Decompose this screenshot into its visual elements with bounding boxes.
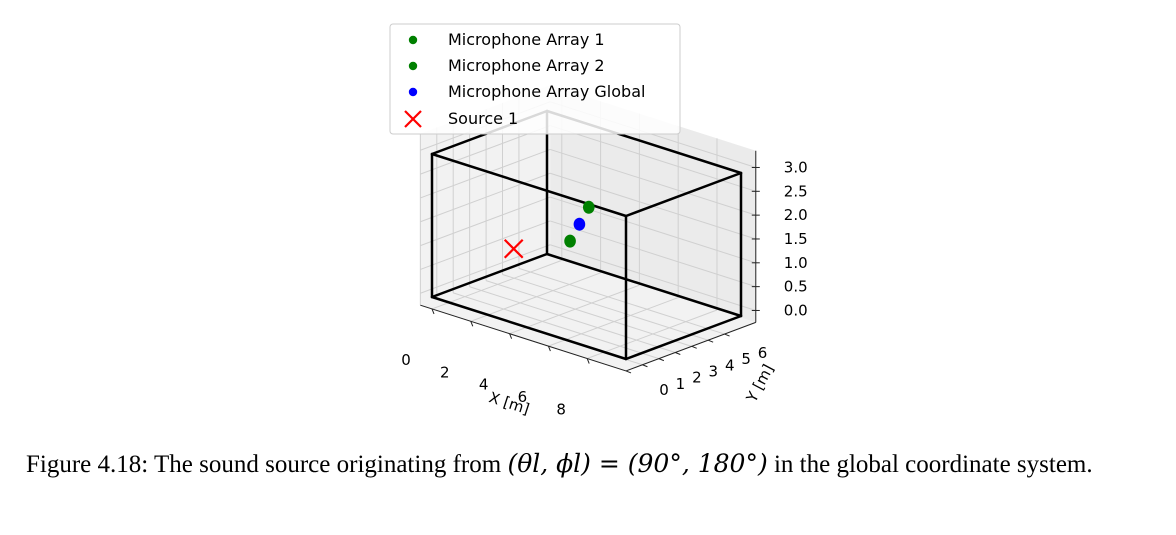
grid-x-floor [470,272,601,322]
grid-x-floor [509,284,640,335]
grid-z-back [549,244,756,311]
x-axis-line [420,304,627,372]
y-tick-label: 3 [709,362,719,380]
x-tick-label: 6 [518,388,528,406]
z-tick-label: 0.5 [784,278,808,296]
y-tick-mark [675,352,681,355]
grid-lines [419,88,756,372]
grid-y-floor [485,280,692,347]
x-tick-mark [470,321,474,327]
legend-marker-source-1 [404,110,422,128]
caption-text-after: in the global coordinate system. [773,451,1093,478]
legend-entry-array-1: Microphone Array 1 [448,30,605,49]
y-tick-label: 6 [758,344,768,362]
caption-text-before: The sound source originating from [154,451,502,478]
axis-lines [420,150,757,372]
legend-marker-array-2 [408,61,418,71]
room-edge [430,295,628,361]
source-point [503,238,524,259]
room-edge [430,252,549,299]
room-edge [624,314,743,361]
point-series-2 [573,217,586,231]
x-tick-label: 0 [401,351,411,369]
y-axis-line [625,321,756,372]
z-tick-label: 1.0 [784,254,808,272]
x-tick-mark [431,308,435,315]
grid-y-floor [518,267,725,335]
z-tick-label: 0.0 [784,301,808,319]
grid-z-back [549,148,756,216]
legend-entry-array-global: Microphone Array Global [448,82,645,101]
grid-z-left [420,172,551,223]
back-pane [550,85,756,323]
grid-y-floor [469,286,676,353]
caption-math: (θl, ϕl) = (90°, 180°) [507,449,768,478]
z-tick-label: 2.5 [784,182,808,200]
grid-z-left [420,148,551,199]
legend-entry-array-2: Microphone Array 2 [448,56,605,75]
room-edge [624,171,743,218]
y-tick-mark [658,358,665,362]
y-tick-label: 5 [741,350,751,368]
grid-x-floor [548,297,679,347]
source-stroke [503,238,524,259]
figure-caption: Figure 4.18: The sound source originatin… [26,446,1166,482]
caption-label: Figure 4.18: [26,451,149,478]
data-points [503,200,595,259]
y-tick-mark [625,370,632,374]
y-tick-label: 1 [676,375,686,393]
point-series-0 [564,234,576,248]
y-tick-label: 0 [659,381,669,399]
z-tick-label: 1.5 [784,230,808,248]
x-tick-label: 4 [479,376,489,394]
point-series-1 [582,200,595,214]
grid-z-left [420,244,551,294]
y-tick-mark [724,333,730,337]
grid-z-left [420,196,551,247]
x-tick-label: 8 [556,401,566,419]
grid-x-floor [587,309,718,359]
grid-z-left [420,220,551,270]
legend-frame [389,23,681,135]
legend-marker-array-global [408,87,418,97]
grid-y-floor [453,292,660,360]
grid-y-floor [502,274,709,341]
grid-x-floor [431,259,562,310]
room-edge [545,252,743,318]
z-tick-label: 2.0 [784,206,808,224]
legend: Microphone Array 1 Microphone Array 2 Mi… [389,23,681,135]
y-tick-mark [691,345,697,349]
y-tick-mark [642,364,648,368]
x-tick-label: 2 [440,363,450,381]
y-tick-mark [707,339,714,343]
x-tick-mark [509,333,513,339]
x-tick-mark [586,358,590,364]
legend-marker-array-1 [408,35,418,45]
z-tick-label: 3.0 [784,158,808,176]
y-tick-label: 4 [725,356,735,374]
x-tick-mark [547,345,551,352]
y-tick-label: 2 [692,369,702,387]
legend-entry-source-1: Source 1 [448,109,518,128]
grid-z-back [549,220,756,288]
